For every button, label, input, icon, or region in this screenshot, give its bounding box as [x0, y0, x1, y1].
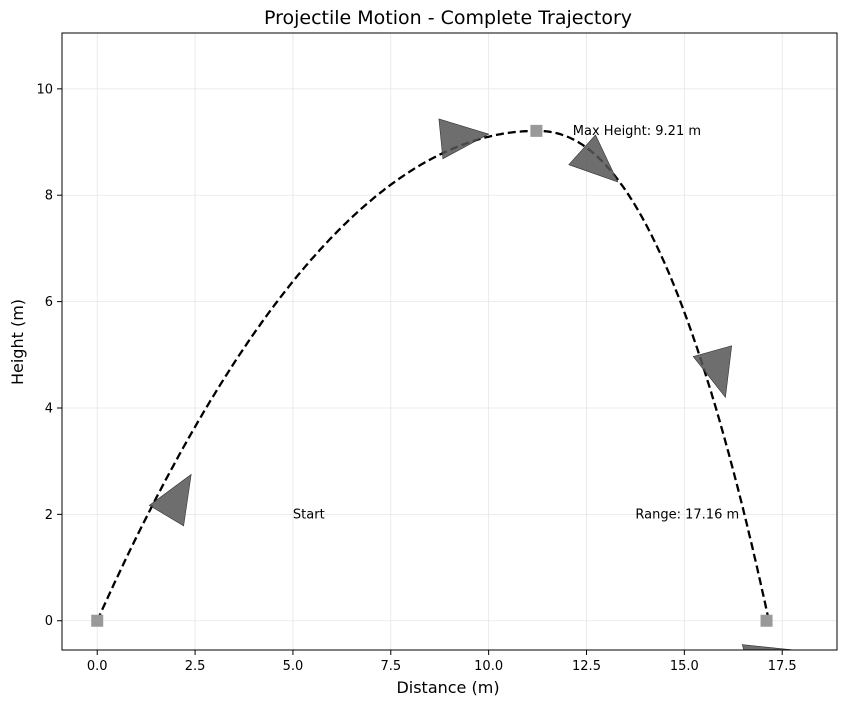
- annotation-range: Range: 17.16 m: [635, 507, 739, 522]
- y-tick-label: 0: [45, 614, 53, 629]
- y-axis-ticks: 0 2 4 6 8 10: [36, 82, 62, 629]
- y-tick-label: 8: [45, 189, 53, 204]
- x-tick-label: 5.0: [283, 659, 304, 674]
- axes-frame: [61, 32, 838, 651]
- x-axis-ticks: 0.0 2.5 5.0 7.5 10.0 12.5 15.0 17.5: [87, 650, 797, 674]
- chart-title: Projectile Motion - Complete Trajectory: [264, 7, 632, 29]
- x-tick-label: 10.0: [474, 659, 503, 674]
- marker-start: [91, 614, 104, 627]
- x-tick-label: 7.5: [380, 659, 401, 674]
- marker-apex: [530, 124, 543, 137]
- annotation-start: Start: [293, 507, 325, 522]
- x-tick-label: 17.5: [768, 659, 797, 674]
- y-tick-label: 10: [36, 82, 53, 97]
- y-tick-label: 6: [45, 295, 53, 310]
- plot-area: Start Max Height: 9.21 m Range: 17.16 m: [91, 118, 795, 650]
- velocity-arrow-1: [438, 118, 490, 160]
- trajectory-line: [96, 129, 771, 622]
- y-tick-label: 4: [45, 401, 53, 416]
- x-tick-label: 15.0: [670, 659, 699, 674]
- velocity-arrow-3: [692, 345, 733, 399]
- y-tick-label: 2: [45, 508, 53, 523]
- velocity-arrow-2: [568, 134, 619, 183]
- x-tick-label: 0.0: [87, 659, 108, 674]
- velocity-arrow-0: [148, 473, 192, 527]
- marker-landing: [760, 614, 773, 627]
- plot-frame: [61, 32, 838, 651]
- y-axis-label: Height (m): [8, 299, 27, 385]
- x-tick-label: 12.5: [572, 659, 601, 674]
- x-tick-label: 2.5: [185, 659, 206, 674]
- x-axis-label: Distance (m): [396, 678, 499, 697]
- velocity-arrow-4: [741, 644, 795, 650]
- annotation-max-height: Max Height: 9.21 m: [573, 124, 701, 139]
- grid: [62, 33, 837, 650]
